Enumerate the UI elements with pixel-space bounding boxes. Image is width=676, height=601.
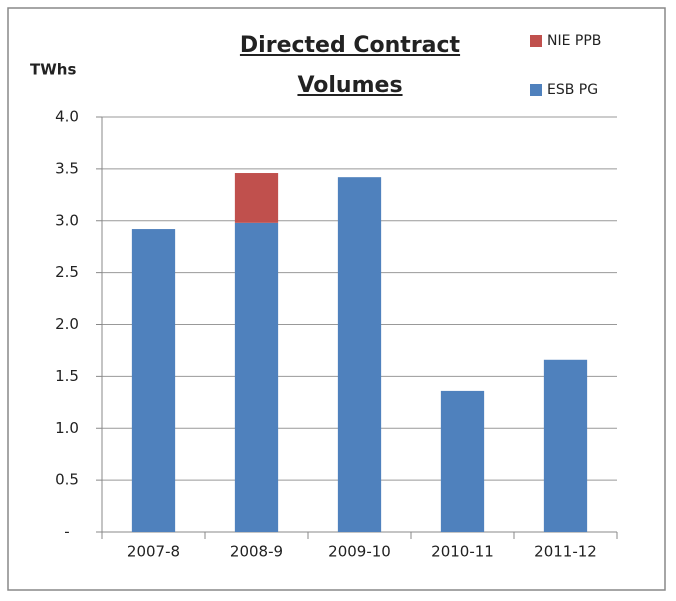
x-tick-label: 2010-11 xyxy=(431,543,494,561)
bar-segment xyxy=(234,222,279,532)
legend-swatch xyxy=(530,35,542,47)
y-tick-label: 2.5 xyxy=(55,263,79,281)
legend-label: NIE PPB xyxy=(547,33,601,49)
y-tick-label: 1.0 xyxy=(55,419,79,437)
y-tick-label: 2.0 xyxy=(55,315,79,333)
y-tick-label: 1.5 xyxy=(55,367,79,385)
x-tick-label: 2008-9 xyxy=(230,543,283,561)
x-tick-label: 2011-12 xyxy=(534,543,597,561)
legend-swatch xyxy=(530,84,542,96)
bar-segment xyxy=(543,359,588,532)
y-tick-label: 4.0 xyxy=(55,108,79,126)
chart-frame xyxy=(7,7,666,591)
bar-segment xyxy=(131,229,176,533)
y-axis-label: TWhs xyxy=(30,61,76,79)
y-tick-label: 3.5 xyxy=(55,159,79,177)
bar-segment xyxy=(440,390,485,532)
x-tick-label: 2007-8 xyxy=(127,543,180,561)
bar-segment xyxy=(337,177,382,533)
y-tick-label: - xyxy=(64,523,69,541)
legend-label: ESB PG xyxy=(547,82,598,98)
x-tick-label: 2009-10 xyxy=(328,543,391,561)
chart-title: Directed Contract Volumes xyxy=(239,33,461,98)
y-tick-label: 0.5 xyxy=(55,471,79,489)
y-tick-label: 3.0 xyxy=(55,211,79,229)
bar-segment xyxy=(234,173,279,223)
